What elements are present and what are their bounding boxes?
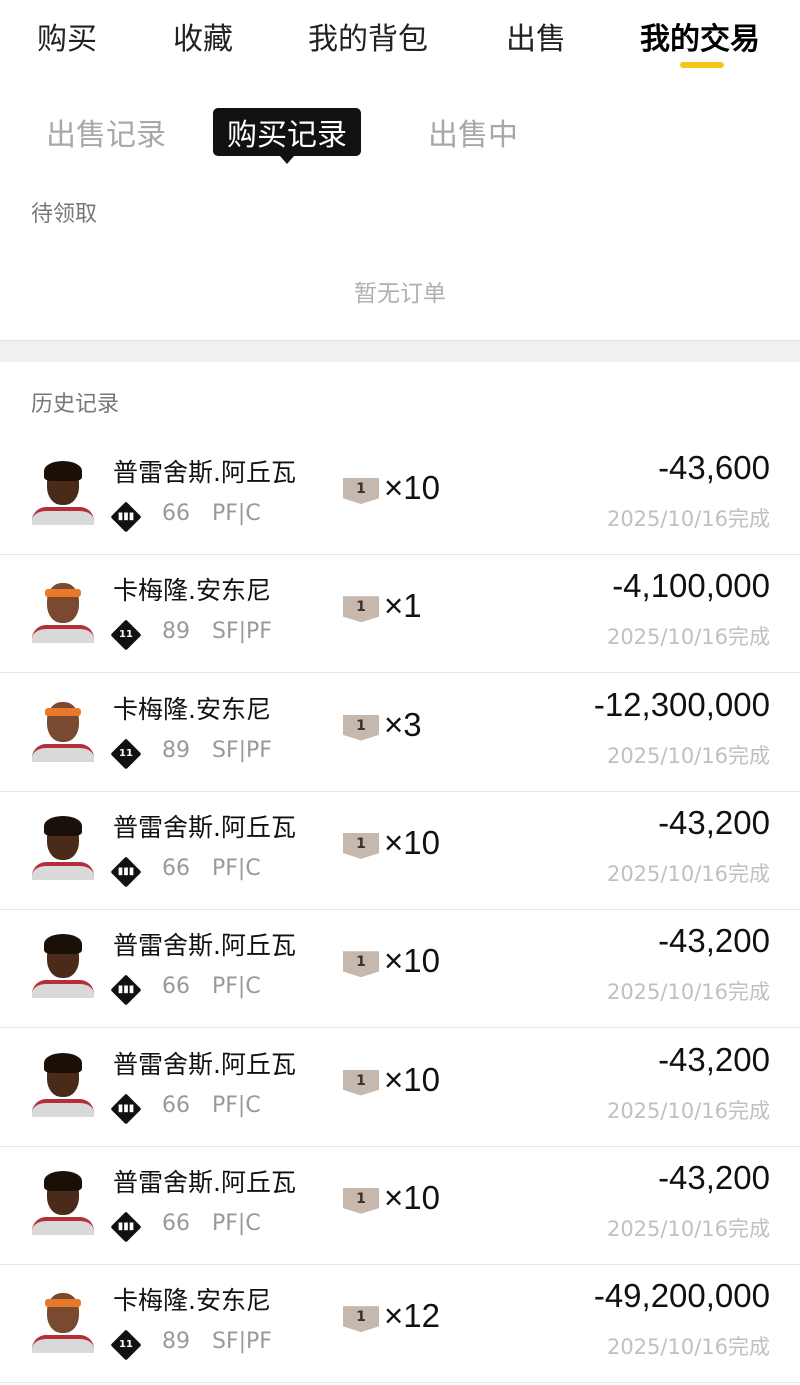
player-name: 卡梅隆.安东尼	[113, 1286, 271, 1316]
bars-badge-icon: ▮▮▮	[110, 501, 142, 533]
quantity: ×10	[384, 942, 440, 980]
player-avatar	[30, 696, 96, 762]
history-row[interactable]: 普雷舍斯.阿丘瓦 ▮▮▮ 66 PF|C 1 ×10 -43,200 2025/…	[0, 910, 800, 1029]
history-row[interactable]: 普雷舍斯.阿丘瓦 ▮▮▮ 66 PF|C 1 ×10 -43,200 2025/…	[0, 1029, 800, 1147]
player-rating: 89	[162, 619, 190, 645]
history-row[interactable]: 卡梅隆.安东尼 11 89 SF|PF 1 ×12 -49,200,000 20…	[0, 1265, 800, 1384]
price: -12,300,000	[593, 685, 770, 723]
card-level-icon: 1	[343, 478, 379, 504]
tab-favorites[interactable]: 收藏	[173, 22, 233, 57]
price: -43,200	[658, 922, 770, 960]
player-avatar	[30, 1287, 96, 1354]
tier-11-badge-icon: 11	[110, 619, 142, 651]
tab-sell[interactable]: 出售	[506, 22, 566, 57]
top-nav: 购买 收藏 我的背包 出售 我的交易	[0, 0, 800, 80]
player-position: SF|PF	[212, 737, 272, 763]
player-avatar	[30, 814, 96, 880]
subtab-purchase-records[interactable]: 购买记录	[213, 108, 361, 164]
player-rating: 66	[162, 1210, 190, 1236]
player-position: PF|C	[212, 1092, 261, 1118]
card-level-icon: 1	[343, 1306, 379, 1333]
player-position: PF|C	[212, 974, 261, 1000]
player-name: 卡梅隆.安东尼	[113, 576, 271, 606]
player-name: 普雷舍斯.阿丘瓦	[113, 1049, 296, 1079]
player-avatar	[30, 1169, 96, 1235]
player-position: PF|C	[212, 855, 261, 881]
price: -43,200	[658, 1158, 770, 1196]
completion-date: 2025/10/16完成	[606, 1335, 770, 1360]
completion-date: 2025/10/16完成	[606, 861, 770, 886]
active-tab-indicator	[680, 62, 724, 68]
player-name: 卡梅隆.安东尼	[113, 694, 271, 724]
history-row[interactable]: 卡梅隆.安东尼 11 89 SF|PF 1 ×1 -4,100,000 2025…	[0, 555, 800, 674]
pending-title: 待领取	[31, 202, 98, 227]
bars-badge-icon: ▮▮▮	[110, 856, 142, 888]
player-rating: 66	[162, 501, 190, 526]
player-name: 普雷舍斯.阿丘瓦	[113, 1167, 296, 1197]
tier-11-badge-icon: 11	[110, 1329, 142, 1361]
quantity: ×3	[384, 705, 422, 743]
quantity: ×1	[384, 587, 422, 625]
history-row[interactable]: 普雷舍斯.阿丘瓦 ▮▮▮ 66 PF|C 1 ×10 -43,600 2025/…	[0, 437, 800, 555]
player-avatar	[30, 459, 96, 525]
history-row[interactable]: 普雷舍斯.阿丘瓦 ▮▮▮ 66 PF|C 1 ×10 -43,200 2025/…	[0, 1147, 800, 1265]
player-avatar	[30, 1051, 96, 1117]
bars-badge-icon: ▮▮▮	[110, 1211, 142, 1243]
player-avatar	[30, 932, 96, 999]
tab-buy[interactable]: 购买	[37, 22, 97, 57]
price: -4,100,000	[612, 567, 770, 605]
history-row[interactable]: 卡梅隆.安东尼 11 89 SF|PF 1 ×3 -12,300,000 202…	[0, 674, 800, 792]
card-level-icon: 1	[343, 596, 379, 623]
card-level-icon: 1	[343, 714, 379, 741]
subtab-sale-records[interactable]: 出售记录	[46, 118, 166, 153]
bars-badge-icon: ▮▮▮	[110, 1092, 142, 1125]
completion-date: 2025/10/16完成	[606, 507, 770, 531]
completion-date: 2025/10/16完成	[606, 1098, 770, 1123]
player-position: SF|PF	[212, 1329, 272, 1355]
player-avatar	[30, 577, 96, 644]
bars-badge-icon: ▮▮▮	[110, 974, 142, 1006]
quantity: ×10	[384, 823, 440, 861]
player-rating: 66	[162, 974, 190, 1000]
card-level-icon: 1	[343, 951, 379, 978]
player-name: 普雷舍斯.阿丘瓦	[113, 812, 296, 842]
quantity: ×10	[384, 1178, 440, 1216]
player-name: 普雷舍斯.阿丘瓦	[113, 458, 296, 487]
quantity: ×10	[384, 469, 440, 506]
player-name: 普雷舍斯.阿丘瓦	[113, 931, 296, 961]
price: -43,200	[658, 1040, 770, 1078]
tab-backpack[interactable]: 我的背包	[308, 22, 428, 57]
section-divider	[0, 340, 800, 362]
price: -43,600	[658, 449, 770, 486]
player-rating: 66	[162, 1092, 190, 1118]
player-rating: 89	[162, 737, 190, 763]
completion-date: 2025/10/16完成	[606, 1216, 770, 1241]
history-row[interactable]: 普雷舍斯.阿丘瓦 ▮▮▮ 66 PF|C 1 ×10 -43,200 2025/…	[0, 792, 800, 910]
history-title: 历史记录	[31, 392, 120, 417]
completion-date: 2025/10/16完成	[606, 625, 770, 650]
player-rating: 66	[162, 855, 190, 881]
empty-orders-text: 暂无订单	[354, 281, 446, 307]
quantity: ×12	[384, 1297, 440, 1335]
card-level-icon: 1	[343, 1187, 379, 1214]
tier-11-badge-icon: 11	[110, 738, 142, 770]
tab-my-trades[interactable]: 我的交易	[640, 22, 760, 57]
card-level-icon: 1	[343, 1069, 379, 1096]
card-level-icon: 1	[343, 832, 379, 859]
price: -49,200,000	[593, 1277, 770, 1315]
player-position: PF|C	[212, 1210, 261, 1236]
subtab-on-sale[interactable]: 出售中	[428, 118, 518, 153]
completion-date: 2025/10/16完成	[606, 980, 770, 1005]
player-rating: 89	[162, 1329, 190, 1355]
player-position: SF|PF	[212, 619, 272, 645]
completion-date: 2025/10/16完成	[606, 743, 770, 768]
quantity: ×10	[384, 1060, 440, 1098]
price: -43,200	[658, 803, 770, 841]
player-position: PF|C	[212, 501, 261, 526]
